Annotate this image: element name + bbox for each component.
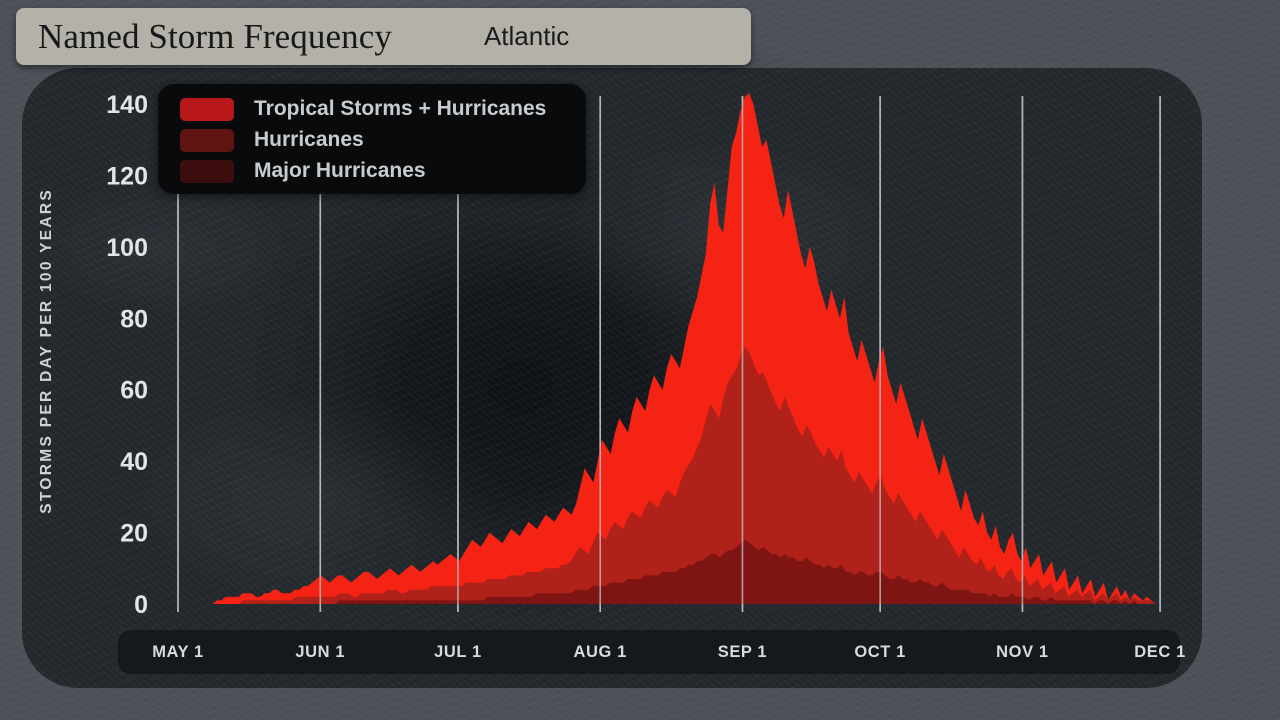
chart-legend: Tropical Storms + Hurricanes Hurricanes …	[158, 84, 586, 194]
y-axis-tick-label: 120	[106, 162, 148, 190]
y-axis-tick-label: 80	[120, 305, 148, 333]
y-axis-tick-label: 100	[106, 234, 148, 262]
series-areas	[178, 93, 1161, 604]
series-area-hurricanes	[178, 346, 1161, 604]
series-area-tropical-storms-hurricanes	[178, 93, 1161, 604]
x-axis-tick-label: AUG 1	[573, 643, 627, 661]
series-area-major-hurricanes	[178, 539, 1161, 604]
legend-swatch-major	[180, 159, 234, 183]
x-axis-tick-label: JUN 1	[295, 643, 346, 661]
legend-label-tropical: Tropical Storms + Hurricanes	[254, 97, 547, 120]
x-axis-tick-label: DEC 1	[1134, 643, 1186, 661]
x-axis-tick-label: JUL 1	[434, 643, 482, 661]
legend-item[interactable]: Hurricanes	[180, 125, 586, 155]
x-axis-tick-label: OCT 1	[854, 643, 906, 661]
legend-label-major: Major Hurricanes	[254, 159, 426, 182]
basin-label: Atlantic	[483, 21, 570, 51]
legend-label-hurricanes: Hurricanes	[254, 128, 364, 151]
x-axis-tick-label: MAY 1	[152, 643, 204, 661]
legend-swatch-tropical	[180, 97, 234, 121]
y-axis-ticks: 140 120 100 80 60 40 20 0	[106, 91, 148, 619]
y-axis-tick-label: 140	[106, 91, 148, 119]
x-axis-tick-label: SEP 1	[717, 643, 768, 661]
legend-item[interactable]: Major Hurricanes	[180, 156, 586, 186]
x-axis-strip: MAY 1 JUN 1 JUL 1 AUG 1 SEP 1 OCT 1 NOV 1 DEC 1	[118, 630, 1185, 674]
y-axis-tick-label: 40	[120, 448, 148, 476]
legend-swatch-hurricanes	[180, 128, 234, 152]
page-title: Named Storm Frequency	[38, 16, 392, 56]
y-axis-tick-label: 20	[120, 520, 148, 548]
gridlines-overlay	[177, 96, 1161, 612]
y-axis-tick-label: 60	[120, 377, 148, 405]
x-axis-tick-label: NOV 1	[996, 643, 1049, 661]
y-axis-tick-label: 0	[134, 591, 148, 619]
legend-item[interactable]: Tropical Storms + Hurricanes	[180, 94, 586, 124]
title-plate: Named Storm Frequency Atlantic	[16, 8, 751, 65]
